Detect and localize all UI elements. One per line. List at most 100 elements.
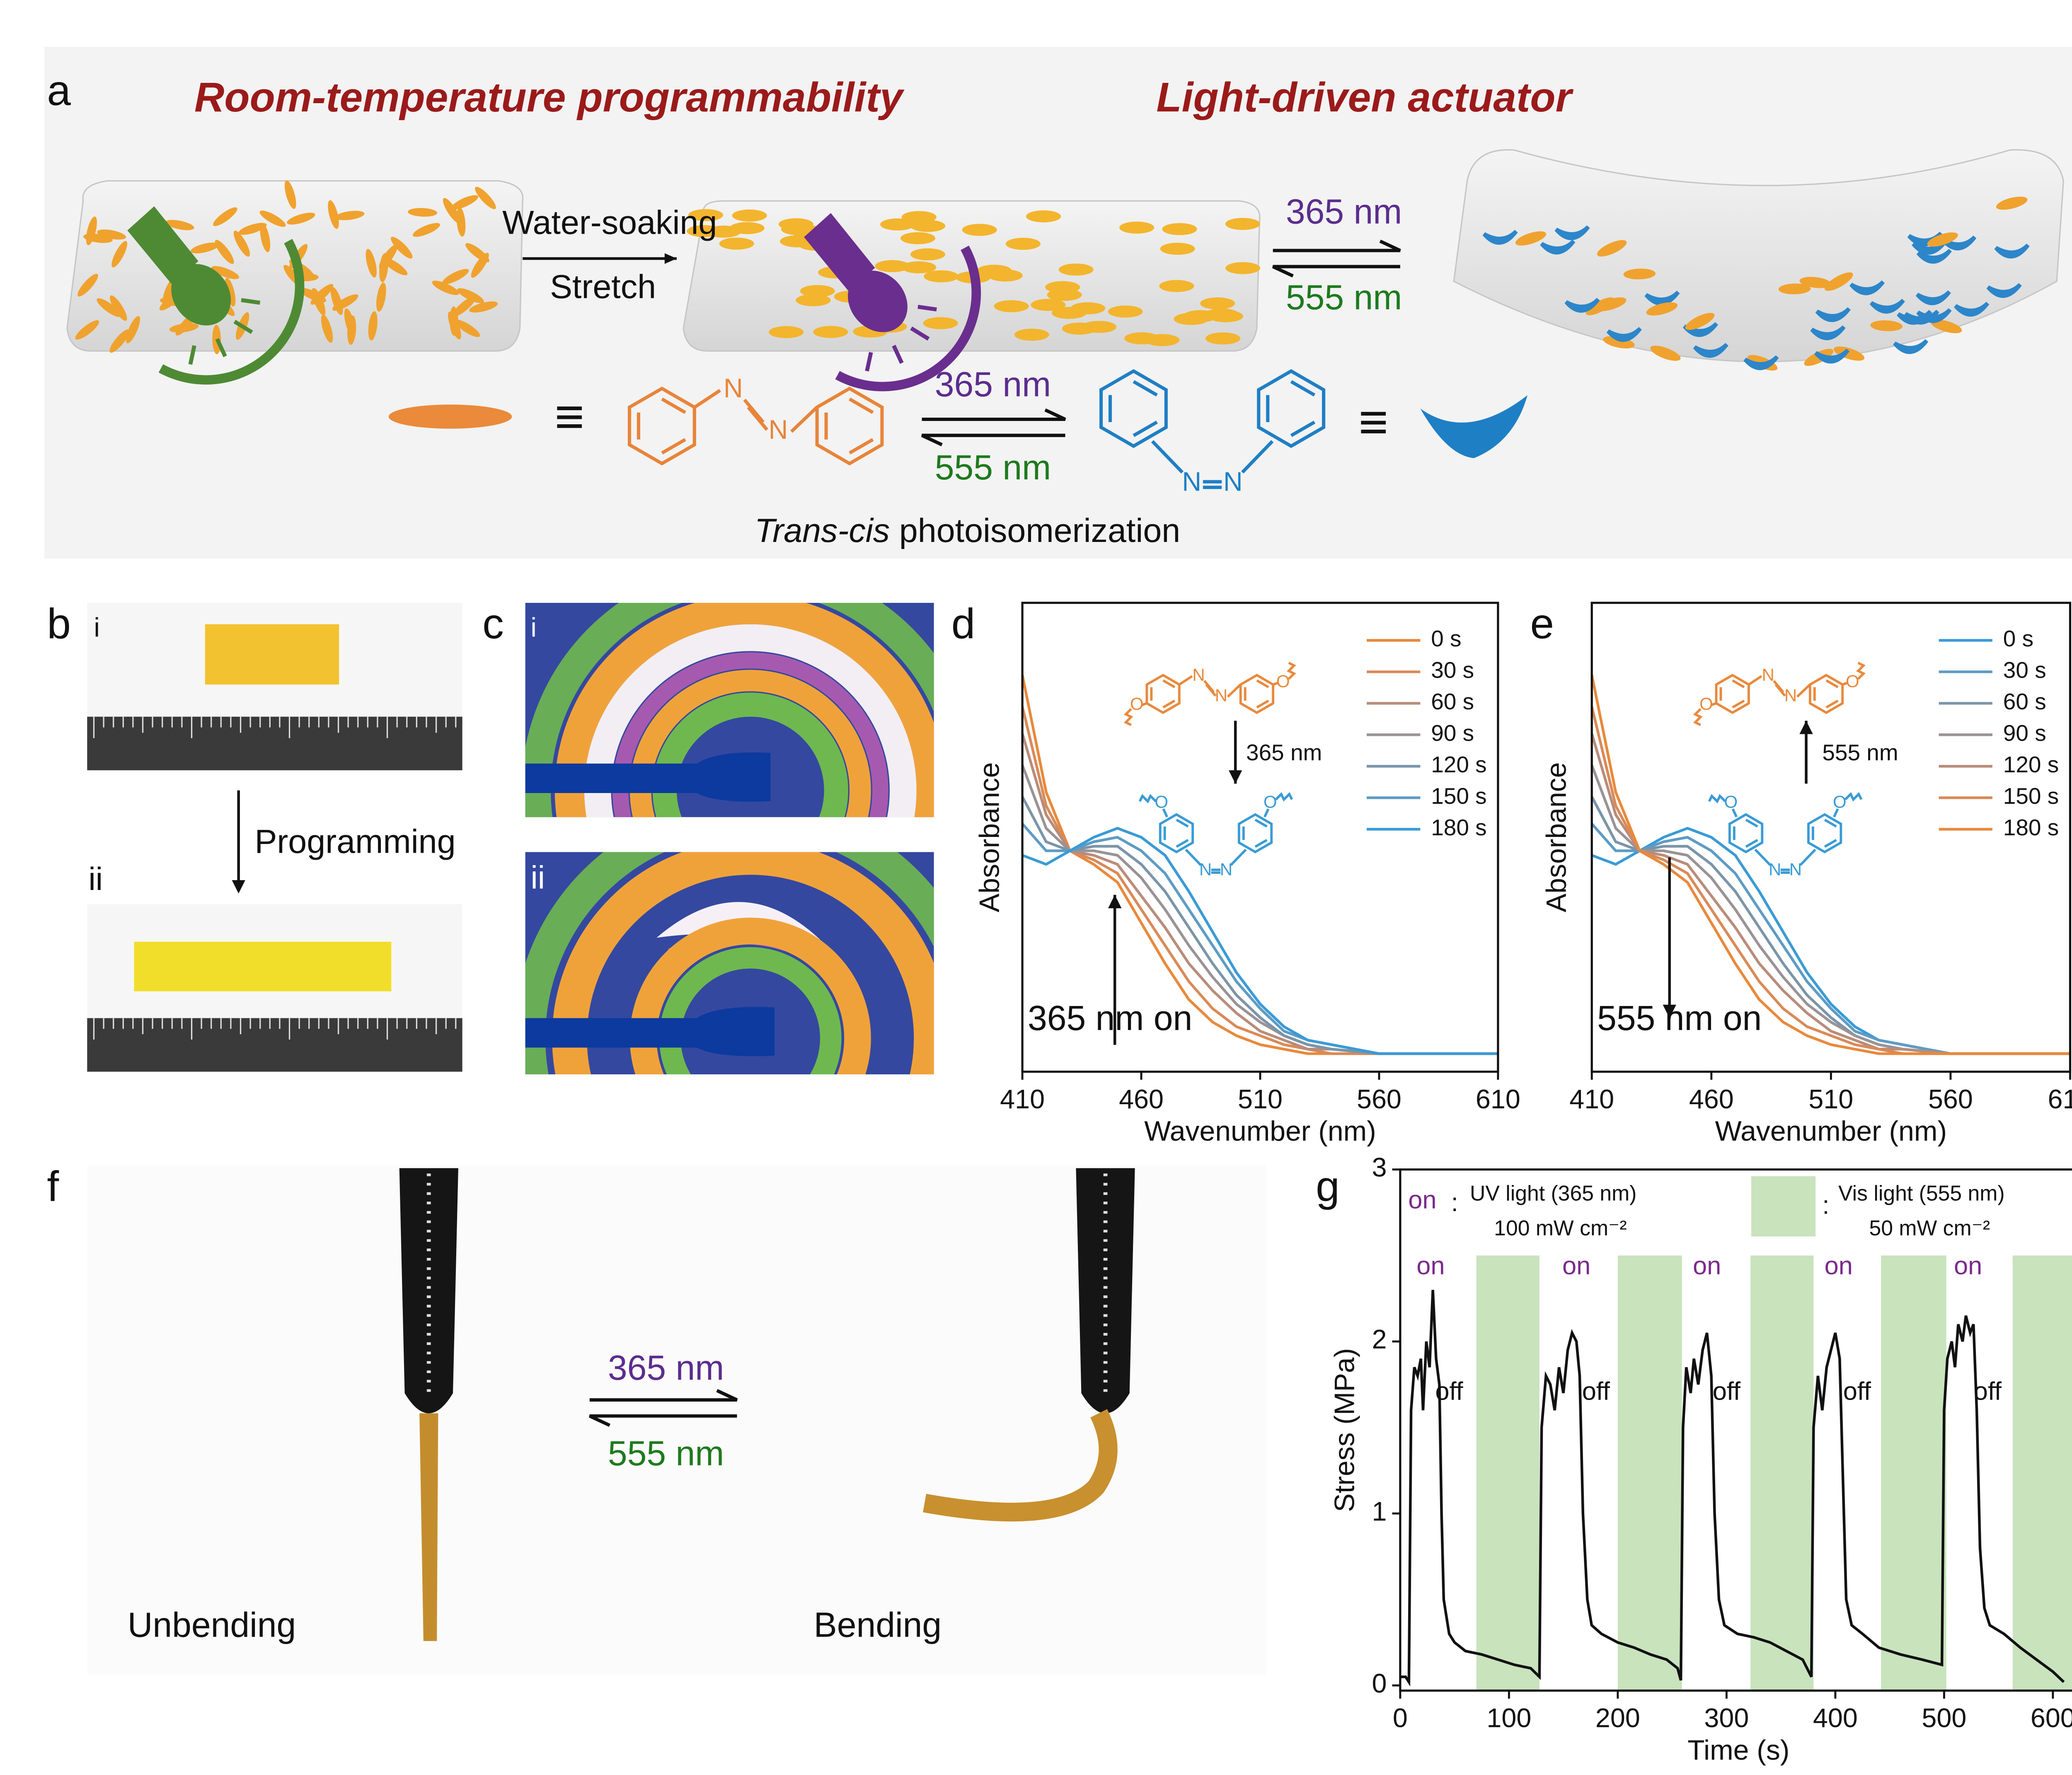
arrow-head bbox=[1229, 770, 1242, 784]
lc-particle bbox=[412, 223, 441, 237]
lc-particle bbox=[1047, 289, 1082, 301]
substituent bbox=[1275, 792, 1293, 802]
legend-label: 0 s bbox=[1431, 626, 1461, 651]
lc-particle bbox=[796, 294, 831, 307]
benzene-ring bbox=[1099, 369, 1168, 448]
lc-particle bbox=[110, 295, 127, 321]
bond bbox=[1227, 684, 1242, 698]
double-bond bbox=[1254, 839, 1268, 848]
double-bond bbox=[1825, 679, 1839, 689]
on-label: on bbox=[1825, 1251, 1853, 1280]
atom-label: O bbox=[1264, 792, 1277, 812]
legend-label: 60 s bbox=[2003, 689, 2046, 714]
x-tick-label: 510 bbox=[1808, 1084, 1853, 1114]
clamp bbox=[1076, 1168, 1135, 1414]
cis-particle bbox=[1941, 235, 1977, 251]
double-bond bbox=[1825, 699, 1839, 709]
x-tick-label: 0 bbox=[1393, 1703, 1408, 1733]
atom-label: O bbox=[1276, 672, 1290, 691]
bond bbox=[1774, 684, 1786, 697]
lc-particle bbox=[310, 284, 334, 305]
atom-label: N bbox=[1220, 860, 1232, 879]
lc-particle bbox=[901, 211, 937, 223]
lc-particle bbox=[1927, 232, 1958, 247]
lc-particle bbox=[875, 260, 910, 272]
atom-label: O bbox=[1724, 792, 1738, 812]
bond bbox=[693, 389, 721, 409]
lc-particle bbox=[287, 213, 315, 225]
lc-particle bbox=[1026, 210, 1061, 222]
x-tick-label: 410 bbox=[1569, 1084, 1614, 1114]
lc-particle bbox=[450, 306, 458, 336]
benzene-ring bbox=[815, 386, 884, 466]
lc-particle bbox=[111, 241, 128, 268]
lc-particle bbox=[769, 326, 804, 339]
lc-particle bbox=[126, 316, 140, 343]
spectrum-line bbox=[1590, 675, 2070, 1055]
lc-particle bbox=[729, 222, 765, 235]
x-tick-label: 610 bbox=[2048, 1084, 2072, 1114]
lc-particle bbox=[900, 232, 935, 244]
chart: 410 460 510 560 610 0 s 30 s 60 s 90 s 120 s 150 s… bbox=[974, 602, 1520, 1147]
panel-label: e bbox=[1530, 599, 1554, 647]
legend-label: 30 s bbox=[1431, 657, 1474, 683]
panel-label: b bbox=[47, 599, 71, 647]
sub-label: i bbox=[531, 612, 537, 643]
bond bbox=[1731, 808, 1738, 817]
lc-particle bbox=[442, 269, 469, 285]
double-bond bbox=[1745, 818, 1758, 828]
lc-particle bbox=[225, 278, 236, 307]
x-tick-label: 600 bbox=[2031, 1703, 2072, 1733]
lc-particle bbox=[1585, 297, 1615, 315]
lc-particle bbox=[994, 300, 1029, 312]
spectrum-line bbox=[1590, 706, 2070, 1055]
double-bond bbox=[848, 397, 874, 414]
double-bond bbox=[1162, 699, 1176, 709]
cis-particle bbox=[1986, 283, 2022, 298]
arrow-label: 555 nm bbox=[1822, 740, 1898, 765]
vis-light-region bbox=[1476, 1255, 1539, 1691]
bond bbox=[1710, 702, 1717, 706]
arrow-head bbox=[232, 880, 245, 894]
atom-label: N bbox=[1789, 860, 1802, 879]
legend-label: 60 s bbox=[1431, 689, 1474, 714]
lc-particle bbox=[344, 308, 356, 337]
cis-particle bbox=[1815, 307, 1851, 322]
double-bond bbox=[1290, 421, 1316, 437]
cis-particle bbox=[1564, 297, 1600, 313]
lc-particle bbox=[469, 301, 498, 313]
cis-particle bbox=[1743, 355, 1779, 370]
lc-particle bbox=[391, 237, 413, 259]
vis-label: 555 nm bbox=[608, 1434, 724, 1473]
substituent bbox=[1708, 794, 1726, 804]
double-bond bbox=[1256, 679, 1269, 689]
double-bond bbox=[848, 438, 874, 455]
lc-particle bbox=[165, 220, 194, 230]
cis-particle bbox=[1482, 230, 1518, 245]
lc-particle bbox=[732, 209, 767, 222]
spectrum-line bbox=[1021, 827, 1498, 1055]
vis-light-region bbox=[1881, 1255, 1946, 1691]
x-tick-label: 460 bbox=[1119, 1084, 1164, 1114]
lc-particle bbox=[1205, 332, 1241, 345]
bond bbox=[1799, 849, 1816, 866]
bond bbox=[1264, 808, 1270, 817]
cis-particle bbox=[1954, 302, 1990, 317]
xrd-pattern bbox=[525, 602, 934, 817]
legend-separator: : bbox=[1822, 1191, 1829, 1219]
cis-particle bbox=[1693, 343, 1728, 358]
bond bbox=[747, 406, 768, 431]
on-label: on bbox=[1562, 1251, 1590, 1280]
bond bbox=[790, 406, 818, 433]
cis-particle bbox=[1893, 339, 1929, 354]
cis-particle bbox=[1869, 298, 1905, 314]
double-bond bbox=[1824, 839, 1837, 848]
x-tick-label: 410 bbox=[1000, 1084, 1045, 1114]
cis-particle bbox=[1682, 322, 1719, 337]
lc-particle bbox=[1515, 231, 1547, 246]
spectrum-line bbox=[1021, 675, 1498, 1055]
lamp-icon bbox=[804, 213, 981, 392]
legend-vis-power: 50 mW cm⁻² bbox=[1869, 1216, 1990, 1240]
cis-particle bbox=[1644, 290, 1680, 306]
atom-label: O bbox=[1130, 694, 1144, 713]
